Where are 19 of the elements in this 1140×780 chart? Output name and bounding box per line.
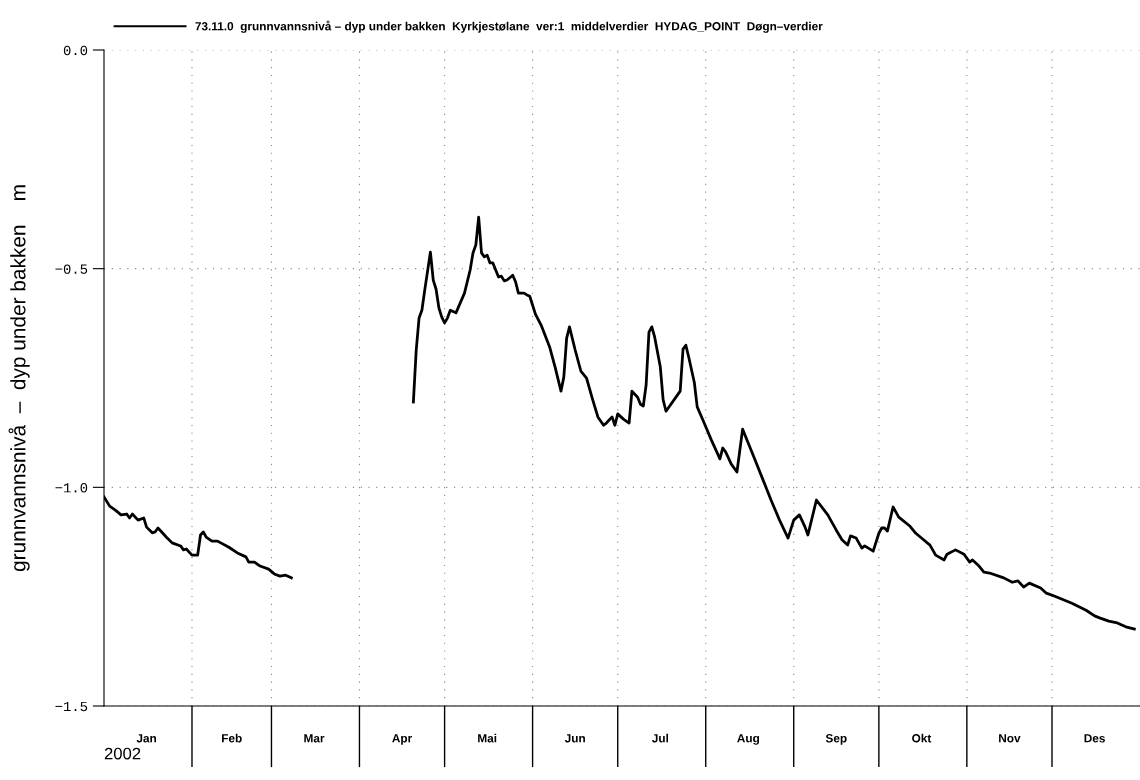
y-tick-label: −0.5: [55, 264, 88, 274]
x-tick-label: Okt: [912, 733, 932, 743]
y-tick-label: 0.0: [63, 45, 88, 56]
x-tick-label: Feb: [222, 733, 242, 743]
x-tick-label: Aug: [737, 734, 759, 745]
x-tick-label: Jul: [651, 733, 669, 743]
x-tick-label: Nov: [999, 734, 1021, 743]
y-tick-label: −1.5: [55, 701, 88, 712]
x-tick-label: Des: [1084, 734, 1105, 743]
y-tick-label: −1.0: [55, 483, 88, 493]
y-axis-title: grunnvannsnivå – dyp under bakken m: [8, 185, 30, 572]
x-tick-label: Jun: [564, 734, 585, 743]
x-tick-label: Mar: [304, 734, 325, 743]
x-tick-label: Apr: [392, 734, 413, 745]
x-tick-label: Jan: [136, 734, 157, 743]
x-tick-label: Sep: [825, 734, 847, 745]
text: 73.11.0 grunnvannsnivå – dyp under bakken Kyrkjestølane ver:1 middelverdier HYDAG_POINT Døgn–verdier: [195, 20, 823, 33]
text: 2002: [104, 747, 141, 760]
x-tick-label: Mai: [478, 733, 497, 743]
